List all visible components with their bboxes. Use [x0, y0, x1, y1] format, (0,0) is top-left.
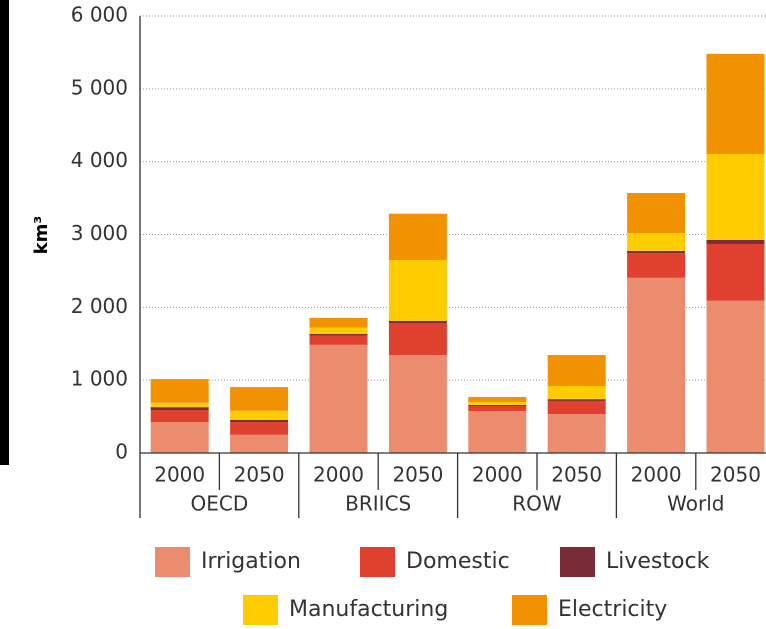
legend-swatch — [155, 547, 190, 577]
edge-strip — [0, 0, 9, 465]
group-label: World — [667, 492, 724, 516]
bar-segment — [309, 333, 368, 336]
bar-segment — [627, 253, 686, 278]
bar-segment — [547, 355, 606, 386]
bar-segment — [547, 400, 606, 415]
bar-segment — [547, 385, 606, 400]
bar-segment — [230, 422, 289, 435]
x-tick-label: 2000 — [313, 463, 364, 487]
y-tick-label: 5 000 — [71, 75, 128, 99]
bar-segment — [309, 344, 368, 453]
legend-label: Manufacturing — [289, 597, 448, 622]
bar-segment — [706, 239, 765, 244]
y-tick-label: 3 000 — [71, 221, 128, 245]
bar-segment — [627, 192, 686, 234]
x-tick-label: 2000 — [472, 463, 523, 487]
y-tick-label: 6 000 — [71, 3, 128, 27]
legend-swatch — [512, 595, 547, 625]
y-tick-label: 4 000 — [71, 148, 128, 172]
x-tick-label: 2050 — [551, 463, 602, 487]
legend-label: Electricity — [558, 597, 667, 622]
bar-segment — [309, 327, 368, 334]
bar-segment — [388, 322, 447, 356]
y-tick-label: 2 000 — [71, 294, 128, 318]
bar-segment — [230, 434, 289, 453]
bar-segment — [388, 355, 447, 453]
bar-segment — [706, 53, 765, 155]
bar-segment — [309, 317, 368, 328]
bar-segment — [150, 422, 209, 453]
bar-segment — [230, 410, 289, 420]
bar-segment — [150, 410, 209, 423]
legend-swatch — [360, 547, 395, 577]
bar-segment — [627, 250, 686, 254]
bar-segment — [150, 379, 209, 403]
y-tick-label: 1 000 — [71, 367, 128, 391]
bar-segment — [627, 233, 686, 251]
bar-segment — [706, 243, 765, 301]
bar-segment — [547, 399, 606, 401]
bar-segment — [388, 320, 447, 323]
bar-segment — [468, 411, 527, 453]
bar-segment — [230, 419, 289, 423]
bar-segment — [468, 404, 527, 407]
x-tick-label: 2000 — [154, 463, 205, 487]
bar-segment — [547, 414, 606, 453]
bar-segment — [230, 387, 289, 411]
legend-swatch — [243, 595, 278, 625]
bar-segment — [468, 396, 527, 403]
legend-label: Domestic — [406, 549, 510, 574]
group-label: ROW — [512, 492, 562, 516]
legend-label: Irrigation — [201, 549, 301, 574]
x-tick-label: 2050 — [710, 463, 761, 487]
legend-label: Livestock — [606, 549, 710, 574]
bar-segment — [706, 154, 765, 240]
legend-swatch — [560, 547, 595, 577]
x-tick-label: 2050 — [234, 463, 285, 487]
x-tick-label: 2050 — [392, 463, 443, 487]
bar-segment — [309, 335, 368, 345]
group-label: BRIICS — [345, 492, 411, 516]
bar-segment — [150, 402, 209, 408]
bar-segment — [388, 259, 447, 321]
y-tick-label: 0 — [115, 440, 128, 464]
bar-segment — [388, 213, 447, 260]
bar-segment — [627, 277, 686, 453]
y-axis-title: km³ — [31, 216, 52, 255]
x-tick-label: 2000 — [631, 463, 682, 487]
group-label: OECD — [191, 492, 249, 516]
bar-segment — [150, 407, 209, 411]
bar-segment — [468, 406, 527, 412]
bar-segment — [706, 300, 765, 453]
bar-segment — [468, 402, 527, 405]
